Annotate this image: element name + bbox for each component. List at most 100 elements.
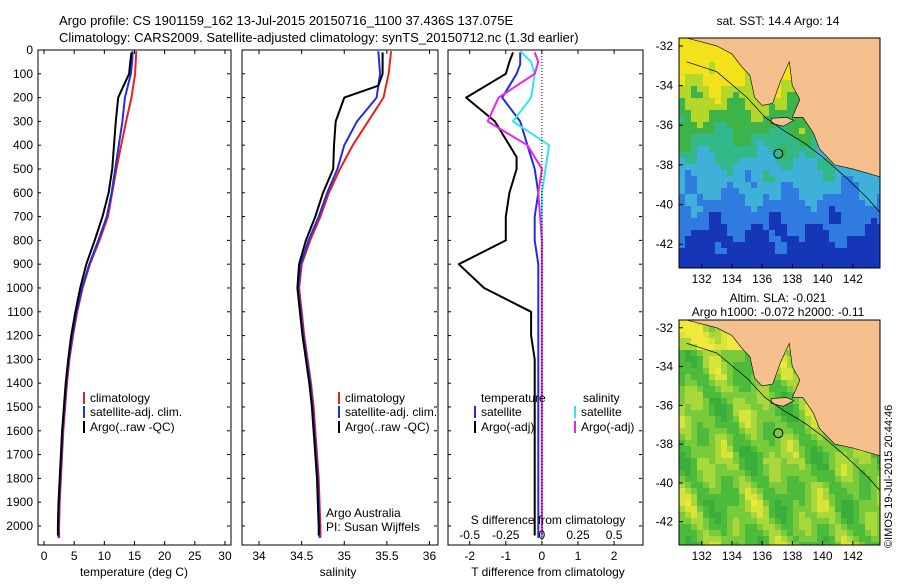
map-cell (763, 506, 769, 512)
map-cell (751, 440, 757, 446)
map-cell (793, 458, 799, 464)
map-cell (751, 374, 757, 380)
map-cell (709, 80, 715, 86)
map-cell (769, 224, 775, 230)
map-cell (703, 218, 709, 224)
map-cell (745, 230, 751, 236)
map-cell (691, 56, 697, 62)
map-cell (703, 434, 709, 440)
map-cell (799, 242, 805, 248)
map-cell (817, 224, 823, 230)
map-cell (775, 260, 781, 266)
map-cell (679, 506, 685, 512)
map-cell (781, 476, 787, 482)
map-cell (859, 464, 865, 470)
map-cell (877, 524, 880, 530)
map-cell (799, 404, 805, 410)
map-cell (823, 440, 829, 446)
map-cell (769, 470, 775, 476)
map-cell (763, 170, 769, 176)
map-cell (709, 446, 715, 452)
map-cell (871, 542, 877, 545)
map-cell (685, 488, 691, 494)
map-cell (823, 158, 829, 164)
map-cell (793, 410, 799, 416)
map-cell (805, 230, 811, 236)
map-cell (787, 464, 793, 470)
map-cell (841, 206, 847, 212)
map-cell (769, 206, 775, 212)
map-cell (685, 182, 691, 188)
map-cell (847, 206, 853, 212)
map-cell (733, 230, 739, 236)
map-cell (811, 236, 817, 242)
map-cell (793, 230, 799, 236)
map-cell (703, 518, 709, 524)
map-cell (751, 470, 757, 476)
map-cell (739, 368, 745, 374)
map-cell (709, 350, 715, 356)
map-cell (877, 188, 880, 194)
map-cell (811, 212, 817, 218)
map-cell (817, 524, 823, 530)
map-cell (685, 428, 691, 434)
map-cell (775, 164, 781, 170)
map-cell (817, 230, 823, 236)
map-cell (757, 464, 763, 470)
map-cell (853, 476, 859, 482)
map-cell (805, 242, 811, 248)
map-cell (781, 422, 787, 428)
map-cell (733, 470, 739, 476)
map-cell (703, 446, 709, 452)
map-cell (805, 236, 811, 242)
map-cell (859, 518, 865, 524)
map-cell (715, 530, 721, 536)
map-cell (763, 194, 769, 200)
map-cell (727, 68, 733, 74)
map-cell (787, 452, 793, 458)
map-cell (721, 494, 727, 500)
map-cell (697, 500, 703, 506)
map-cell (853, 242, 859, 248)
map-cell (877, 464, 880, 470)
x-tick-label: 20 (158, 549, 172, 563)
map-cell (871, 242, 877, 248)
map-cell (727, 428, 733, 434)
map-cell (841, 266, 847, 268)
map-cell (823, 476, 829, 482)
map-cell (865, 176, 871, 182)
map-cell (739, 482, 745, 488)
map-cell (679, 104, 685, 110)
map-cell (715, 182, 721, 188)
map-cell (757, 158, 763, 164)
map-cell (757, 266, 763, 268)
map-cell (715, 500, 721, 506)
map-cell (739, 350, 745, 356)
map-cell (751, 176, 757, 182)
map-cell (823, 236, 829, 242)
map-cell (697, 470, 703, 476)
map-cell (697, 212, 703, 218)
map-cell (691, 44, 697, 50)
map-cell (853, 212, 859, 218)
map-cell (685, 170, 691, 176)
map-cell (781, 530, 787, 536)
map-cell (859, 458, 865, 464)
map-cell (805, 482, 811, 488)
map-cell (679, 404, 685, 410)
map-cell (811, 500, 817, 506)
map-cell (685, 176, 691, 182)
map-cell (721, 224, 727, 230)
map-cell (841, 482, 847, 488)
map-cell (799, 200, 805, 206)
map-cell (709, 536, 715, 542)
map-cell (727, 158, 733, 164)
map-cell (715, 392, 721, 398)
map-cell (703, 428, 709, 434)
difference-xlabel: T difference from climatology (471, 565, 625, 579)
map-cell (733, 506, 739, 512)
map-cell (829, 512, 835, 518)
map-cell (835, 536, 841, 542)
map-cell (877, 494, 880, 500)
map-cell (715, 494, 721, 500)
